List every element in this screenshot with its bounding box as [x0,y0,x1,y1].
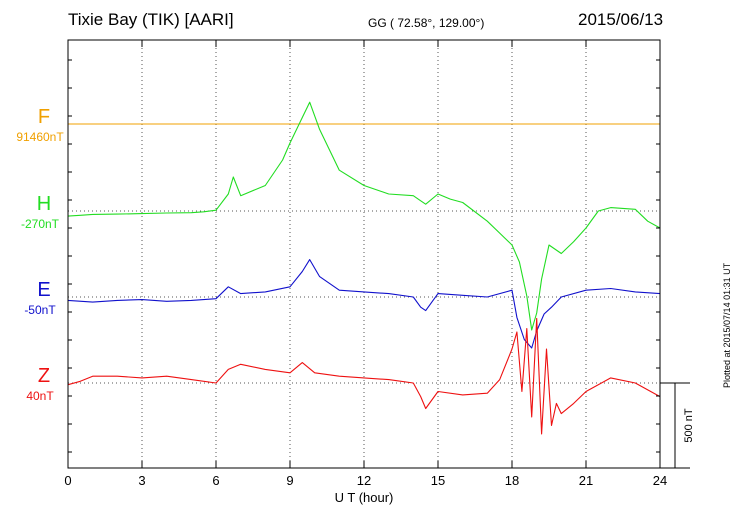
series-line-E [67,259,661,349]
series-line-Z [67,317,661,435]
series-label-H: H [36,193,52,215]
x-tick-label: 3 [138,473,145,488]
chart-date: 2015/06/13 [578,10,664,29]
axis-ticks: 0 3 6 9 12 15 18 21 24 U T (hour) [64,40,667,505]
plot-timestamp: Plotted at 2015/07/14 01:31 UT [722,262,730,388]
series-line-H [67,101,661,331]
series-baseline-F: 91460nT [16,130,64,144]
scale-bar-label: 500 nT [683,408,695,443]
x-tick-label: 9 [286,473,293,488]
scale-bar: 500 nT [660,382,695,469]
series-baseline-E: -50nT [24,303,56,317]
station-coordinates: GG ( 72.58°, 129.00°) [368,16,485,30]
series-label-E: E [37,279,51,301]
series-lines [67,101,661,435]
chart-title: Tixie Bay (TIK) [AARI] [68,10,234,29]
x-axis-label: U T (hour) [335,490,394,505]
series-baseline-Z: 40nT [26,389,54,403]
x-tick-label: 6 [212,473,219,488]
series-baseline-H: -270nT [20,217,60,231]
x-tick-label: 18 [505,473,519,488]
x-tick-label: 15 [431,473,445,488]
series-label-Z: Z [37,365,51,387]
x-tick-label: 24 [653,473,667,488]
x-tick-label: 12 [357,473,371,488]
series-label-F: F [37,106,51,128]
grid-lines [68,40,660,468]
x-tick-label: 21 [579,473,593,488]
x-tick-label: 0 [64,473,71,488]
